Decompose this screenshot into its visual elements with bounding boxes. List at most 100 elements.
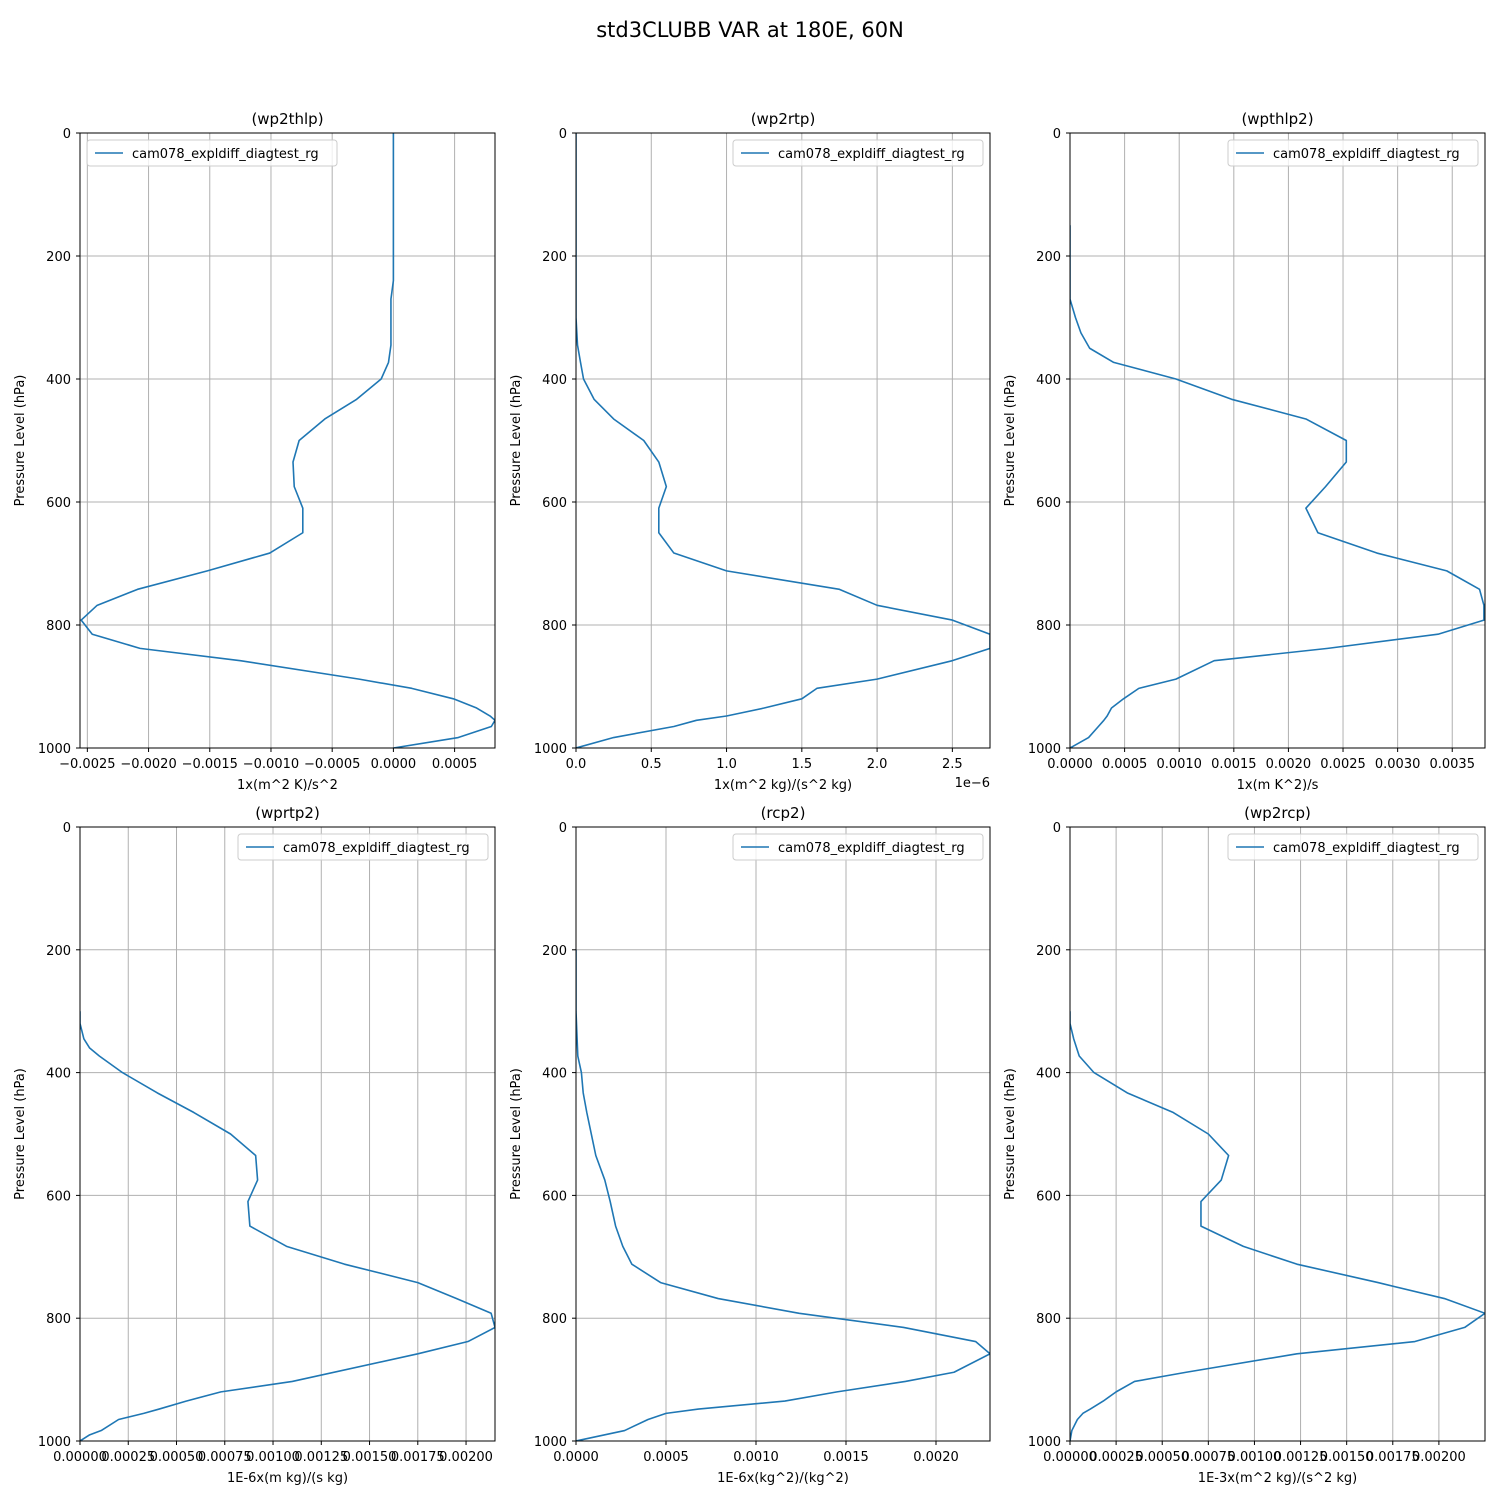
x-tick-label: 0.00175 [1366, 1450, 1420, 1465]
y-tick-label: 0 [1053, 821, 1061, 836]
y-tick-label: 200 [46, 250, 71, 265]
x-tick-label: 0.0030 [1375, 757, 1421, 772]
legend-box [86, 139, 338, 167]
legend-label: cam078_expldiff_diagtest_rg [1273, 147, 1460, 162]
legend-label: cam078_expldiff_diagtest_rg [283, 841, 470, 856]
y-tick-label: 400 [542, 373, 567, 388]
x-axis-label: 1E-6x(kg^2)/(kg^2) [717, 1471, 849, 1486]
y-tick-label: 600 [46, 496, 71, 511]
y-tick-label: 1000 [38, 1435, 71, 1450]
series-line [80, 133, 495, 748]
y-axis-label: Pressure Level (hPa) [1003, 375, 1018, 507]
subplot-1: −0.0025 −0.0020 −0.0015 −0.0010 −0.0005 0.000… [13, 110, 496, 793]
y-tick-label: 400 [46, 373, 71, 388]
x-tick-label: 0.0010 [1156, 757, 1202, 772]
x-tick-label: 0.0 [566, 757, 587, 772]
y-tick-label: 0 [63, 821, 71, 836]
subplot-title: (wp2rtp) [751, 110, 816, 128]
y-tick-label: 600 [542, 496, 567, 511]
x-axis-label: 1E-6x(m kg)/(s kg) [227, 1471, 348, 1486]
x-tick-label: 1.5 [791, 757, 812, 772]
x-tick-label: 0.00025 [101, 1450, 155, 1465]
subplot-4: 0.000000.000250.000500.000750.001000.001… [13, 804, 496, 1486]
axes-frame [1069, 132, 1486, 749]
y-tick-label: 600 [46, 1189, 71, 1204]
axes-frame [575, 826, 991, 1442]
subplot-title: (wprtp2) [255, 804, 320, 822]
x-tick-label: 0.00100 [1228, 1450, 1282, 1465]
y-tick-label: 1000 [38, 742, 71, 757]
axes-frame [79, 826, 496, 1442]
x-tick-label: 0.0000 [371, 757, 417, 772]
legend: cam078_expldiff_diagtest_rg [1227, 139, 1479, 167]
y-tick-label: 800 [1036, 1312, 1061, 1327]
x-tick-label: 0.0015 [1211, 757, 1257, 772]
y-tick-label: 200 [46, 944, 71, 959]
legend-box [732, 833, 984, 861]
y-axis-label: Pressure Level (hPa) [509, 375, 524, 507]
legend: cam078_expldiff_diagtest_rg [86, 139, 338, 167]
x-tick-label: 0.00075 [1181, 1450, 1235, 1465]
axes-frame [79, 132, 496, 749]
x-axis-label: 1E-3x(m^2 kg)/(s^2 kg) [1198, 1471, 1357, 1486]
y-tick-label: 600 [1036, 496, 1061, 511]
x-tick-label: 0.0005 [432, 757, 478, 772]
legend: cam078_expldiff_diagtest_rg [1227, 833, 1479, 861]
x-tick-label: 0.00000 [1043, 1450, 1097, 1465]
y-tick-label: 1000 [534, 742, 567, 757]
x-tick-label: −0.0010 [243, 757, 299, 772]
x-tick-label: −0.0020 [120, 757, 176, 772]
x-tick-label: 0.00200 [439, 1450, 493, 1465]
y-tick-label: 200 [1036, 944, 1061, 959]
x-tick-label: 2.5 [942, 757, 963, 772]
x-tick-label: 0.0005 [1102, 757, 1148, 772]
legend-label: cam078_expldiff_diagtest_rg [132, 147, 319, 162]
series-line [1070, 1011, 1485, 1441]
legend-box [1227, 139, 1479, 167]
y-tick-label: 200 [542, 250, 567, 265]
x-tick-label: 0.0010 [733, 1450, 779, 1465]
y-tick-label: 1000 [534, 1435, 567, 1450]
x-tick-label: 0.0020 [1266, 757, 1312, 772]
y-tick-label: 200 [1036, 250, 1061, 265]
legend-label: cam078_expldiff_diagtest_rg [778, 147, 965, 162]
y-tick-label: 0 [1053, 127, 1061, 142]
subplot-title: (wpthlp2) [1241, 110, 1313, 128]
x-tick-label: 0.00175 [391, 1450, 445, 1465]
subplot-title: (wp2thlp) [251, 110, 323, 128]
subplot-5: 0.0000 0.0005 0.0010 0.0015 0.0020 0 200 400 600… [509, 804, 991, 1486]
legend-box [237, 833, 489, 861]
figure-title: std3CLUBB VAR at 180E, 60N [596, 18, 904, 42]
y-axis-label: Pressure Level (hPa) [13, 1068, 28, 1200]
legend-label: cam078_expldiff_diagtest_rg [778, 841, 965, 856]
x-tick-label: 0.00150 [343, 1450, 397, 1465]
x-tick-label: 0.00125 [294, 1450, 348, 1465]
x-tick-label: −0.0005 [304, 757, 360, 772]
subplot-title: (wp2rcp) [1244, 804, 1311, 822]
x-tick-label: 0.00000 [53, 1450, 107, 1465]
subplot-6: 0.000000.000250.000500.000750.001000.001… [1003, 804, 1486, 1486]
y-tick-label: 600 [542, 1189, 567, 1204]
x-axis-label: 1x(m^2 K)/s^2 [237, 778, 338, 793]
subplots: −0.0025 −0.0020 −0.0015 −0.0010 −0.0005 0.000… [13, 110, 1486, 1486]
y-tick-label: 400 [1036, 1067, 1061, 1082]
axes-frame [1069, 826, 1486, 1442]
series-line [80, 1011, 495, 1441]
legend: cam078_expldiff_diagtest_rg [732, 139, 984, 167]
x-tick-label: 1.0 [716, 757, 737, 772]
x-tick-label: 0.0035 [1429, 757, 1475, 772]
x-tick-label: −0.0015 [182, 757, 238, 772]
legend-box [732, 139, 984, 167]
y-tick-label: 400 [1036, 373, 1061, 388]
x-tick-label: 0.0005 [643, 1450, 689, 1465]
legend-label: cam078_expldiff_diagtest_rg [1273, 841, 1460, 856]
y-tick-label: 800 [1036, 619, 1061, 634]
x-tick-label: 0.00100 [246, 1450, 300, 1465]
y-tick-label: 400 [542, 1067, 567, 1082]
x-tick-label: 0.00200 [1412, 1450, 1466, 1465]
x-tick-label: 0.00050 [150, 1450, 204, 1465]
legend: cam078_expldiff_diagtest_rg [732, 833, 984, 861]
y-tick-label: 0 [559, 127, 567, 142]
